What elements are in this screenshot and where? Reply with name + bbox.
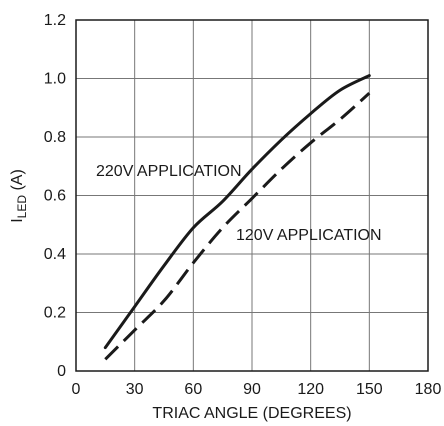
- y-tick-label: 0.4: [44, 246, 66, 263]
- y-axis-title-unit: (A): [9, 169, 26, 195]
- x-tick-label: 120: [297, 381, 324, 398]
- y-tick-label: 0.2: [44, 305, 66, 322]
- annotation-120v: 120V APPLICATION: [236, 227, 382, 244]
- y-axis-title-sub: LED: [15, 195, 29, 219]
- x-tick-label: 180: [415, 381, 442, 398]
- x-tick-label: 90: [243, 381, 261, 398]
- annotation-220v: 220V APPLICATION: [96, 163, 242, 180]
- x-tick-label: 0: [72, 381, 81, 398]
- y-tick-label: 1.2: [44, 12, 66, 29]
- tick-labels: 0 30 60 90 120 150 180 0 0.2 0.4 0.6 0.8 1.0 1.2: [44, 12, 442, 398]
- x-axis-title: TRIAC ANGLE (DEGREES): [152, 405, 351, 422]
- x-tick-label: 30: [126, 381, 144, 398]
- y-tick-label: 0: [57, 363, 66, 380]
- series-layer: [105, 76, 369, 360]
- grid: [76, 20, 428, 371]
- y-axis-title: ILED (A): [9, 169, 29, 223]
- y-tick-label: 0.8: [44, 129, 66, 146]
- x-tick-label: 60: [184, 381, 202, 398]
- x-tick-label: 150: [356, 381, 383, 398]
- y-tick-label: 1.0: [44, 71, 66, 88]
- y-tick-label: 0.6: [44, 188, 66, 205]
